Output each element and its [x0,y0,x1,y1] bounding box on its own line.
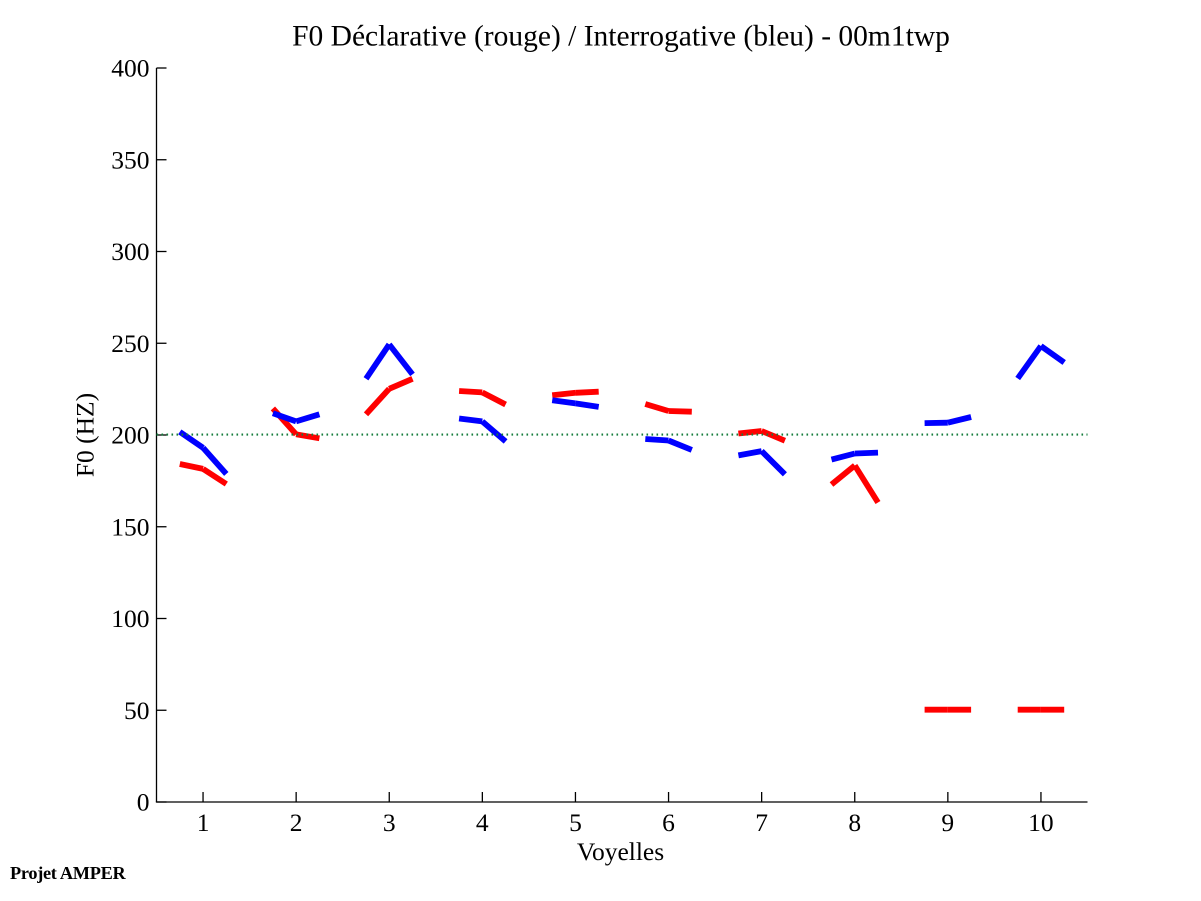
svg-text:0: 0 [137,788,150,817]
svg-text:5: 5 [569,808,582,837]
svg-text:3: 3 [383,808,396,837]
svg-text:4: 4 [476,808,489,837]
svg-text:F0 (HZ): F0 (HZ) [71,393,100,477]
svg-text:2: 2 [290,808,303,837]
svg-text:6: 6 [662,808,675,837]
svg-text:400: 400 [111,54,149,83]
svg-text:150: 150 [111,513,149,542]
svg-text:100: 100 [111,604,149,633]
svg-text:7: 7 [755,808,768,837]
svg-text:Projet AMPER: Projet AMPER [10,863,126,883]
svg-text:8: 8 [848,808,861,837]
svg-text:9: 9 [941,808,954,837]
svg-text:F0 Déclarative (rouge) / Inter: F0 Déclarative (rouge) / Interrogative (… [292,21,950,53]
svg-text:300: 300 [111,237,149,266]
svg-text:10: 10 [1028,808,1054,837]
svg-text:250: 250 [111,329,149,358]
svg-text:200: 200 [111,421,149,450]
svg-text:1: 1 [197,808,210,837]
svg-text:350: 350 [111,145,149,174]
svg-text:Voyelles: Voyelles [577,837,664,866]
svg-text:50: 50 [124,696,150,725]
